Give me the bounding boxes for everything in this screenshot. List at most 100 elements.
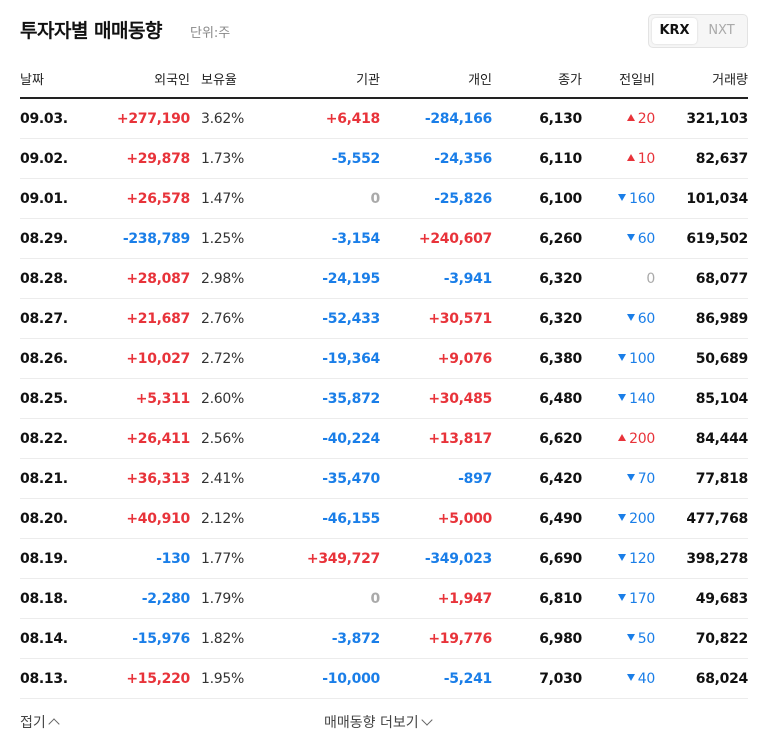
column-header: 전일비 xyxy=(619,73,655,88)
change-arrow xyxy=(618,354,627,361)
date-cell: 09.02. xyxy=(20,151,68,167)
holding-ratio-cell: 2.72% xyxy=(201,351,244,367)
individual-cell: -897 xyxy=(458,471,492,487)
volume-cell: 321,103 xyxy=(686,111,748,127)
foreign-cell: -15,976 xyxy=(132,631,190,647)
change-value: 100 xyxy=(629,351,655,367)
change-arrow xyxy=(626,474,635,481)
change-arrow xyxy=(626,114,635,121)
change-cell: 50 xyxy=(626,629,656,649)
close-cell: 6,810 xyxy=(539,591,582,607)
institution-cell: -5,552 xyxy=(331,151,381,167)
date-cell: 08.26. xyxy=(20,351,68,367)
date-cell: 08.14. xyxy=(20,631,68,647)
row-separator xyxy=(20,498,748,499)
column-header: 외국인 xyxy=(154,73,190,88)
holding-ratio-cell: 1.82% xyxy=(201,631,244,647)
individual-cell: +30,571 xyxy=(428,311,492,327)
foreign-cell: +26,578 xyxy=(126,191,190,207)
institution-cell: -52,433 xyxy=(322,311,380,327)
close-cell: 6,980 xyxy=(539,631,582,647)
volume-cell: 86,989 xyxy=(695,311,749,327)
row-separator xyxy=(20,178,748,179)
individual-cell: +19,776 xyxy=(428,631,492,647)
change-value: 160 xyxy=(629,191,655,207)
column-header: 종가 xyxy=(558,73,582,88)
foreign-cell: +10,027 xyxy=(126,351,190,367)
institution-cell: -46,155 xyxy=(322,511,380,527)
date-cell: 08.13. xyxy=(20,671,68,687)
change-cell: 60 xyxy=(626,229,655,249)
change-value: 70 xyxy=(637,471,656,487)
change-cell: 160 xyxy=(618,189,655,209)
change-value: 0 xyxy=(646,271,655,287)
tab-nxt[interactable]: NXT xyxy=(708,23,735,38)
row-separator xyxy=(20,258,748,259)
volume-cell: 84,444 xyxy=(695,431,749,447)
change-arrow xyxy=(626,314,635,321)
foreign-cell: +36,313 xyxy=(126,471,190,487)
holding-ratio-cell: 2.76% xyxy=(201,311,244,327)
row-separator xyxy=(20,578,748,579)
change-value: 140 xyxy=(629,391,655,407)
date-cell: 08.20. xyxy=(20,511,68,527)
individual-cell: +30,485 xyxy=(428,391,492,407)
change-cell: 140 xyxy=(618,389,655,409)
individual-cell: -24,356 xyxy=(434,151,492,167)
column-header: 보유율 xyxy=(201,73,237,88)
collapse-label: 접기 xyxy=(20,715,46,731)
more-button[interactable]: 매매동향 더보기 xyxy=(324,712,433,732)
change-arrow xyxy=(626,674,635,681)
date-cell: 08.29. xyxy=(20,231,68,247)
change-arrow xyxy=(618,194,627,201)
individual-cell: +240,607 xyxy=(418,231,492,247)
change-cell: 170 xyxy=(618,589,655,609)
close-cell: 6,490 xyxy=(539,511,582,527)
date-cell: 08.18. xyxy=(20,591,68,607)
chevron-down xyxy=(420,714,433,726)
change-value: 20 xyxy=(637,111,656,127)
foreign-cell: +15,220 xyxy=(126,671,190,687)
volume-cell: 49,683 xyxy=(695,591,749,607)
row-separator xyxy=(20,378,748,379)
holding-ratio-cell: 1.95% xyxy=(201,671,244,687)
volume-cell: 101,034 xyxy=(686,191,748,207)
institution-cell: -35,470 xyxy=(322,471,380,487)
holding-ratio-cell: 2.41% xyxy=(201,471,244,487)
institution-cell: 0 xyxy=(370,191,381,207)
change-cell: 10 xyxy=(626,149,655,169)
change-arrow xyxy=(618,554,627,561)
date-cell: 09.01. xyxy=(20,191,68,207)
change-cell: 0 xyxy=(646,269,655,289)
holding-ratio-cell: 2.60% xyxy=(201,391,244,407)
change-value: 200 xyxy=(629,511,655,527)
foreign-cell: +21,687 xyxy=(126,311,190,327)
holding-ratio-cell: 2.98% xyxy=(201,271,244,287)
column-header: 기관 xyxy=(356,73,380,88)
individual-cell: -5,241 xyxy=(443,671,493,687)
institution-cell: -24,195 xyxy=(322,271,380,287)
column-header: 개인 xyxy=(468,73,492,88)
holding-ratio-cell: 2.12% xyxy=(201,511,244,527)
change-value: 50 xyxy=(637,631,656,647)
holding-ratio-cell: 1.25% xyxy=(201,231,244,247)
tab-krx[interactable]: KRX xyxy=(652,18,697,44)
date-cell: 08.28. xyxy=(20,271,68,287)
volume-cell: 619,502 xyxy=(686,231,748,247)
institution-cell: -3,154 xyxy=(331,231,381,247)
change-arrow xyxy=(618,594,627,601)
unit-label: 단위:주 xyxy=(190,26,231,41)
foreign-cell: -2,280 xyxy=(141,591,191,607)
volume-cell: 82,637 xyxy=(695,151,749,167)
change-cell: 100 xyxy=(618,349,655,369)
change-value: 170 xyxy=(629,591,655,607)
institution-cell: -19,364 xyxy=(322,351,380,367)
volume-cell: 398,278 xyxy=(686,551,748,567)
column-header: 날짜 xyxy=(20,73,44,88)
individual-cell: +1,947 xyxy=(437,591,493,607)
individual-cell: +5,000 xyxy=(437,511,493,527)
title: 투자자별 매매동향 xyxy=(20,20,162,42)
collapse-button[interactable]: 접기 xyxy=(20,712,60,732)
close-cell: 6,110 xyxy=(539,151,582,167)
institution-cell: -40,224 xyxy=(322,431,380,447)
